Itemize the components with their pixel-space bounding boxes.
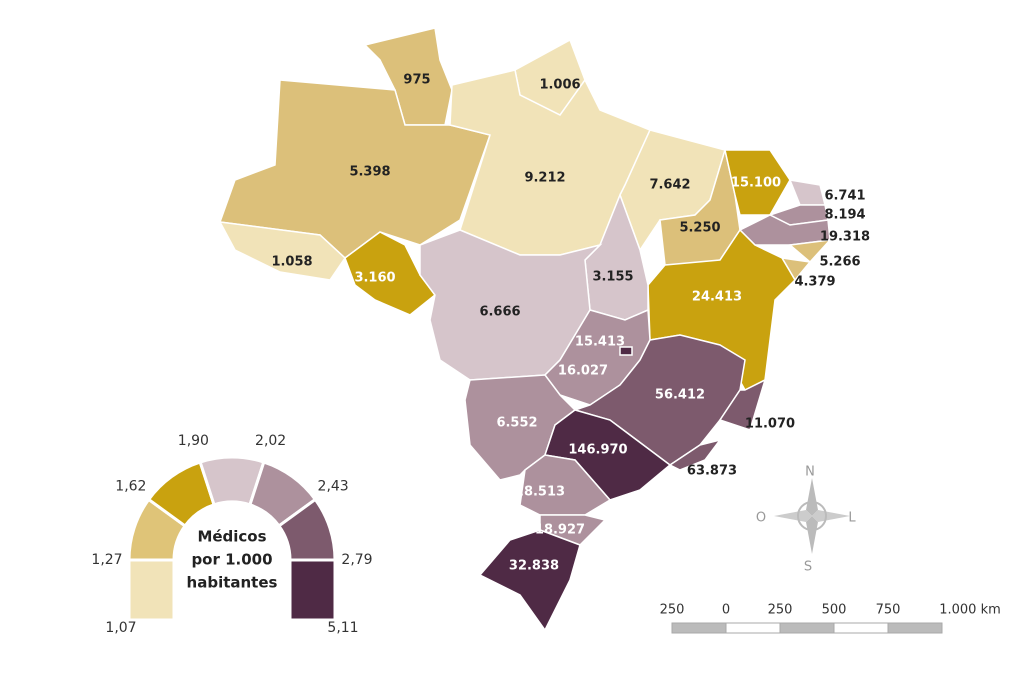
state-label: 24.413	[692, 290, 742, 305]
legend-title: Médicos	[197, 528, 266, 546]
legend-break: 1,27	[91, 552, 122, 568]
legend-break: 5,11	[327, 620, 358, 636]
scale-segment	[725, 622, 781, 634]
state	[544, 409, 672, 501]
state-label: 3.155	[592, 270, 633, 285]
state-label: 18.927	[535, 523, 585, 538]
compass: N S O L	[756, 465, 856, 575]
state-label: 9.212	[524, 171, 565, 186]
scale-segment	[833, 622, 889, 634]
compass-star	[774, 510, 812, 522]
compass-e: L	[848, 511, 856, 526]
state-label: 16.027	[558, 364, 608, 379]
state-label: 3.160	[354, 271, 395, 286]
state-label: 5.266	[819, 255, 860, 270]
state-label: 1.058	[271, 255, 312, 270]
legend-break: 2,43	[318, 479, 349, 495]
legend-break: 1,62	[115, 479, 146, 495]
scale-segment	[671, 622, 727, 634]
state-label: 56.412	[655, 388, 705, 403]
legend-title: por 1.000	[191, 551, 272, 569]
legend: 1,07 1,27 1,62 1,90 2,02 2,43 2,79 5,11 Médicos p…	[91, 433, 372, 636]
scale-segment	[779, 622, 835, 634]
state	[788, 179, 826, 206]
legend-swatch	[127, 558, 176, 622]
legend-break: 1,07	[105, 620, 136, 636]
state-label: 4.379	[794, 275, 835, 290]
compass-star	[806, 478, 818, 516]
state-label: 8.194	[824, 208, 865, 223]
state-label: 1.006	[539, 78, 580, 93]
compass-w: O	[756, 511, 766, 526]
legend-swatch	[288, 558, 337, 622]
state-label: 975	[403, 73, 430, 88]
state-label: 32.838	[509, 559, 559, 574]
scale-segment	[887, 622, 943, 634]
state-label: 11.070	[745, 417, 795, 432]
state-label: 7.642	[649, 178, 690, 193]
state-label: 6.552	[496, 416, 537, 431]
scale-label: 500	[822, 603, 847, 618]
state-label: 19.318	[820, 230, 870, 245]
scale-label: 250	[768, 603, 793, 618]
state-label: 6.666	[479, 305, 520, 320]
state-label: 5.250	[679, 221, 720, 236]
scale-label: 0	[722, 603, 730, 618]
state	[218, 79, 491, 259]
legend-break: 2,79	[341, 552, 372, 568]
compass-n: N	[805, 465, 815, 480]
state	[668, 438, 722, 471]
state	[539, 514, 607, 546]
state	[478, 529, 581, 632]
state	[619, 346, 633, 356]
state	[718, 378, 767, 431]
state-label: 6.741	[824, 189, 865, 204]
state	[788, 239, 832, 264]
legend-break: 2,02	[255, 433, 286, 449]
legend-break: 1,90	[178, 433, 209, 449]
states: 975 1.006 5.398 1.058 3.160 9.212 7.642 5.250 15…	[218, 27, 870, 632]
state-label: 63.873	[687, 464, 737, 479]
state-label: 15.100	[731, 176, 781, 191]
compass-star	[806, 516, 818, 554]
state	[218, 221, 346, 281]
state-label: 15.413	[575, 335, 625, 350]
state	[738, 214, 831, 246]
compass-ring	[797, 501, 827, 531]
scale-label: 750	[876, 603, 901, 618]
scale-label: 1.000 km	[939, 603, 1001, 618]
state-label: 146.970	[568, 443, 627, 458]
compass-s: S	[804, 560, 812, 575]
legend-title: habitantes	[187, 574, 278, 592]
scale-label: 250	[660, 603, 685, 618]
state-label: 28.513	[515, 485, 565, 500]
state-label: 5.398	[349, 165, 390, 180]
compass-star	[812, 510, 850, 522]
scale-bar: 250 0 250 500 750 1.000 km	[660, 603, 1001, 634]
